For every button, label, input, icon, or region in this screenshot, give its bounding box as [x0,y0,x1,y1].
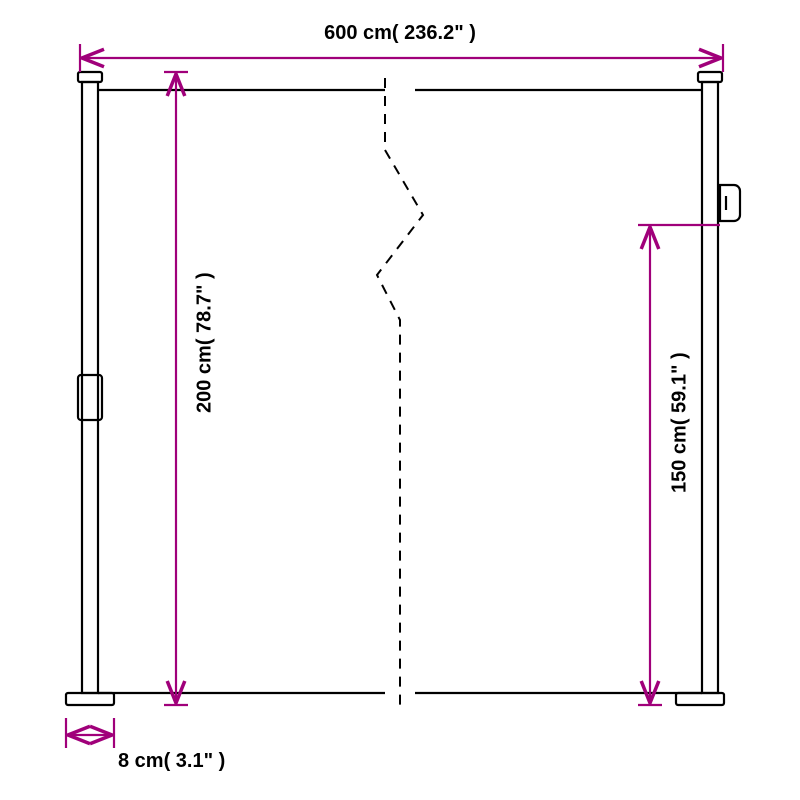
dimension-lines [66,44,723,748]
height-dimension-label: 200 cm( 78.7" ) [194,272,217,413]
right-height-dimension-label: 150 cm( 59.1" ) [669,352,692,493]
product-outline [66,72,740,705]
base-width-dimension-label: 8 cm( 3.1" ) [118,750,225,773]
width-dimension-label: 600 cm( 236.2" ) [324,22,476,45]
